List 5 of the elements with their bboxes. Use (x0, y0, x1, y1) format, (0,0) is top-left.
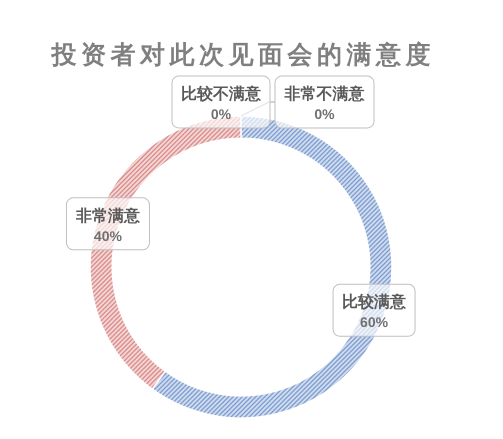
slice-label: 比较满意 (342, 293, 408, 312)
data-label: 60% (360, 314, 389, 330)
slice-label: 非常满意 (74, 206, 141, 225)
data-label: 40% (94, 228, 122, 244)
title: 投资者对此次见面会的满意度 (51, 42, 435, 69)
